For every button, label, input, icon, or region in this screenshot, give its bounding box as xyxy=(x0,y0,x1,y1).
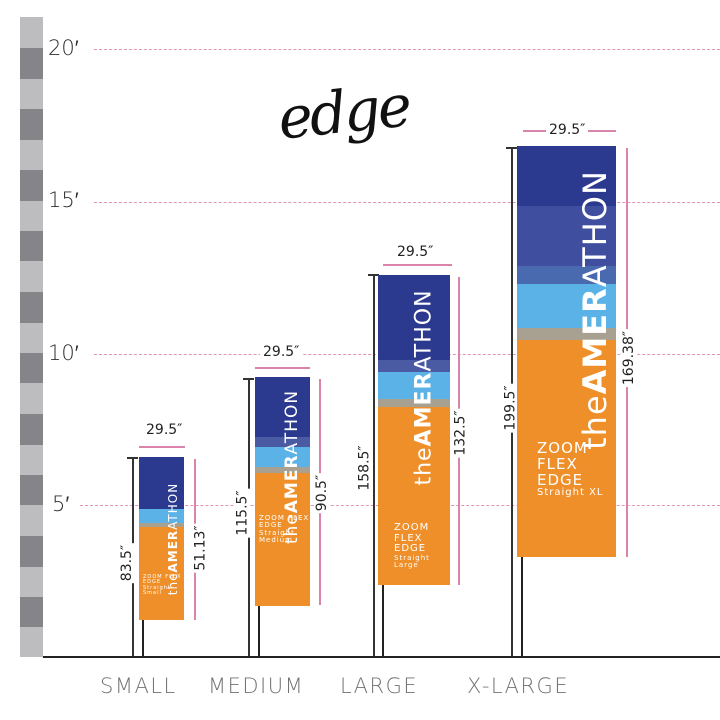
size-label-xlarge: X-LARGE xyxy=(467,674,570,698)
band-navy xyxy=(139,457,184,509)
total-height-line xyxy=(373,274,375,656)
dim-cap xyxy=(243,378,254,380)
width-label: 29.5″ xyxy=(546,122,589,138)
width-line xyxy=(383,264,452,266)
total-height-label: 158.5″ xyxy=(356,443,373,493)
total-height-label: 83.5″ xyxy=(119,542,136,584)
brand-text: theAMERATHON xyxy=(411,289,437,486)
dim-cap xyxy=(368,274,379,276)
flag-pole xyxy=(382,584,384,656)
dim-cap xyxy=(127,457,138,459)
width-label: 29.5″ xyxy=(143,422,186,438)
scale-stripe xyxy=(20,231,43,261)
product-title: edge xyxy=(274,71,413,153)
flag-pole xyxy=(142,620,144,656)
band-orange xyxy=(139,527,184,620)
product-text: ZOOM FLEX EDGE Straight Medium xyxy=(259,514,310,545)
band-orange xyxy=(378,407,450,585)
scale-stripe xyxy=(20,353,43,383)
size-label-small: SMALL xyxy=(100,674,177,698)
scale-stripe xyxy=(20,48,43,79)
height-scale-bar xyxy=(20,17,43,657)
product-text: ZOOM FLEX EDGE Straight Small xyxy=(143,574,182,596)
flag-banner: theAMERATHON ZOOM FLEX EDGE Straight Mediu… xyxy=(255,377,310,606)
band-slate-2 xyxy=(517,266,616,284)
band-slate xyxy=(255,437,310,447)
band-navy xyxy=(378,275,450,360)
band-navy xyxy=(255,377,310,437)
band-tan xyxy=(517,328,616,340)
width-line xyxy=(139,446,185,448)
total-height-label: 115.5″ xyxy=(234,488,251,538)
gridline-20ft xyxy=(94,49,720,50)
band-slate xyxy=(378,360,450,372)
scale-label-10ft: 10′ xyxy=(48,341,79,365)
scale-stripe xyxy=(20,292,43,323)
band-orange xyxy=(255,473,310,606)
band-orange xyxy=(517,340,616,557)
product-text: ZOOM FLEX EDGE Straight XL xyxy=(537,439,604,499)
flag-banner: theAMERATHON ZOOM FLEX EDGE Straight XL xyxy=(517,146,616,557)
width-label: 29.5″ xyxy=(260,344,303,360)
band-sky xyxy=(378,372,450,399)
dim-cap xyxy=(506,147,517,149)
flag-height-label: 90.5″ xyxy=(314,472,331,514)
scale-label-15ft: 15′ xyxy=(48,188,79,212)
scale-stripe xyxy=(20,536,43,567)
band-sky xyxy=(517,284,616,328)
scale-stripe xyxy=(20,597,43,627)
flag-banner: theAMERATHON ZOOM FLEX EDGE Straight Small xyxy=(139,457,184,620)
band-tan xyxy=(255,467,310,473)
ground-line xyxy=(43,656,720,658)
scale-stripe xyxy=(20,109,43,140)
flag-banner: theAMERATHON ZOOM FLEX EDGE Straight Large xyxy=(378,275,450,585)
product-text: ZOOM FLEX EDGE Straight Large xyxy=(394,522,430,569)
width-label: 29.5″ xyxy=(394,244,437,260)
scale-stripe xyxy=(20,475,43,505)
flag-height-label: 132.5″ xyxy=(452,408,469,458)
brand-text: theAMERATHON xyxy=(575,170,614,450)
flag-height-label: 169.38″ xyxy=(621,328,638,388)
band-tan xyxy=(378,399,450,407)
size-label-large: LARGE xyxy=(340,674,419,698)
scale-label-20ft: 20′ xyxy=(48,36,79,60)
size-label-medium: MEDIUM xyxy=(208,674,305,698)
flag-height-label: 51.13″ xyxy=(192,523,209,573)
scale-label-5ft: 5′ xyxy=(52,492,70,516)
band-slate xyxy=(517,206,616,266)
band-sky xyxy=(255,447,310,467)
flag-pole xyxy=(258,605,260,656)
width-line xyxy=(255,367,310,369)
scale-stripe xyxy=(20,414,43,445)
flag-pole xyxy=(521,557,523,656)
band-tan xyxy=(139,523,184,527)
scale-stripe xyxy=(20,170,43,201)
gridline-15ft xyxy=(94,202,720,203)
band-sky xyxy=(139,509,184,523)
